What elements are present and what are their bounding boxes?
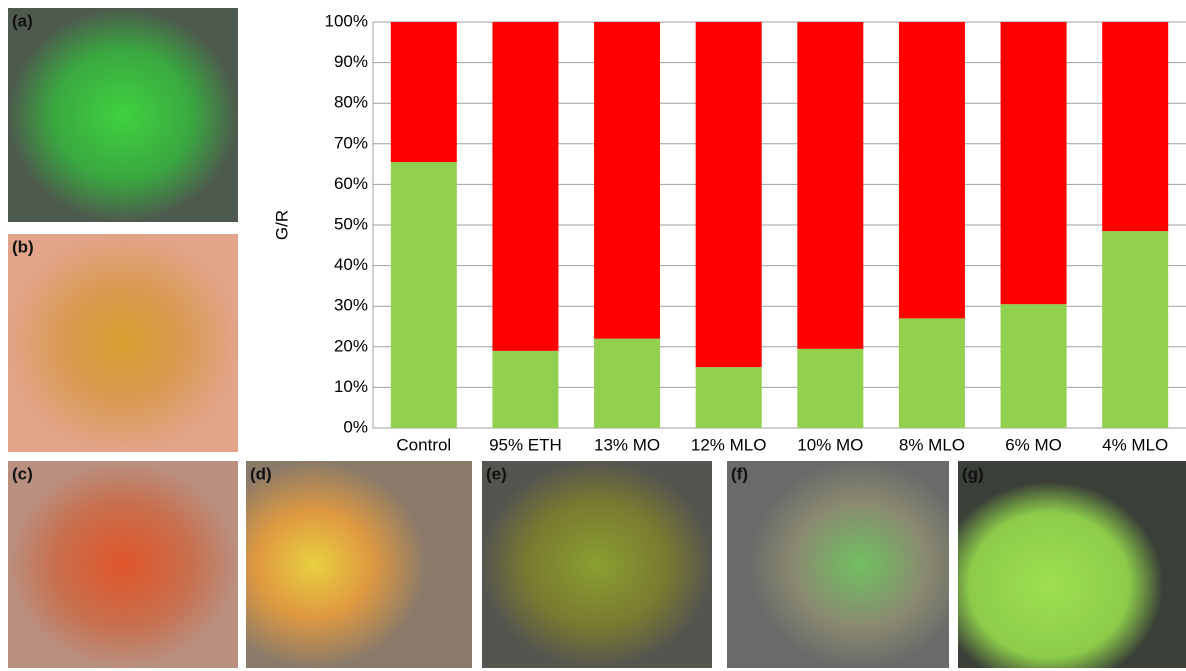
- bar-segment: [594, 22, 660, 339]
- y-tick-label: 20%: [334, 336, 368, 355]
- bar-segment: [492, 22, 558, 351]
- bar-segment: [391, 22, 457, 162]
- bar-segment: [696, 22, 762, 367]
- x-tick-label: 10% MO: [797, 435, 863, 454]
- figure: (a) (b) (c) (d) (e) (f) (g) G/R 0% 10% 20% 30% 40%…: [0, 0, 1186, 671]
- y-tick-label: 10%: [334, 377, 368, 396]
- bar-segment: [594, 339, 660, 428]
- x-tick-label: 95% ETH: [489, 435, 562, 454]
- x-tick-label: 12% MLO: [691, 435, 767, 454]
- y-axis-label: G/R: [272, 210, 291, 240]
- micrograph: [958, 461, 1186, 668]
- x-tick-label: 13% MO: [594, 435, 660, 454]
- bar-segment: [1001, 304, 1067, 428]
- bar-segment: [1102, 231, 1168, 428]
- y-tick-label: 40%: [334, 255, 368, 274]
- bar-segment: [492, 351, 558, 428]
- bar-segment: [391, 162, 457, 428]
- micrograph: [8, 234, 238, 452]
- x-tick-label: Control: [396, 435, 451, 454]
- y-tick-label: 100%: [325, 11, 368, 30]
- micrograph: [727, 461, 949, 668]
- y-tick-label: 70%: [334, 133, 368, 152]
- y-tick-label: 30%: [334, 296, 368, 315]
- bar-segment: [899, 22, 965, 318]
- x-tick-label: 8% MLO: [899, 435, 965, 454]
- bar-segment: [899, 318, 965, 428]
- panel-label: (c): [12, 464, 33, 483]
- bar-segment: [797, 349, 863, 428]
- y-tick-label: 90%: [334, 52, 368, 71]
- micrograph: [8, 461, 238, 668]
- x-tick-label: 6% MO: [1005, 435, 1062, 454]
- panel-label: (e): [486, 464, 507, 483]
- y-tick-label: 50%: [334, 214, 368, 233]
- micrograph: [482, 461, 712, 668]
- bar-segment: [797, 22, 863, 349]
- bar-segment: [1001, 22, 1067, 304]
- micrograph: [246, 461, 472, 668]
- panel-label: (f): [731, 464, 748, 483]
- panel-label: (b): [12, 237, 34, 256]
- bar-segment: [1102, 22, 1168, 231]
- y-tick-label: 0%: [343, 417, 368, 436]
- y-tick-label: 60%: [334, 174, 368, 193]
- micrograph: [8, 8, 238, 222]
- x-tick-label: 4% MLO: [1102, 435, 1168, 454]
- y-tick-label: 80%: [334, 93, 368, 112]
- panel-label: (a): [12, 11, 33, 30]
- panel-label: (d): [250, 464, 272, 483]
- bar-segment: [696, 367, 762, 428]
- panel-label: (g): [962, 464, 984, 483]
